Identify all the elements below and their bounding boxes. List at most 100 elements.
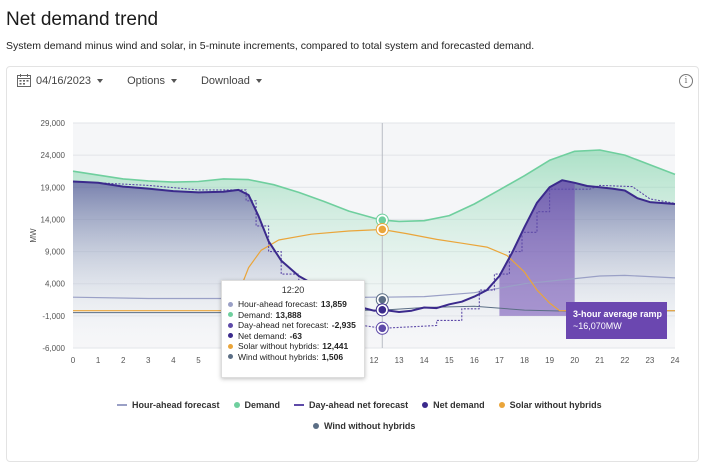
legend-swatch-icon bbox=[294, 404, 305, 406]
hover-marker-wind bbox=[378, 295, 387, 304]
net-demand-line bbox=[72, 179, 676, 313]
chevron-down-icon bbox=[170, 78, 177, 83]
tooltip-label: Hour-ahead forecast: bbox=[238, 299, 318, 310]
options-menu[interactable]: Options bbox=[127, 75, 177, 87]
solar-line bbox=[73, 228, 675, 312]
tooltip-value: 12,441 bbox=[322, 341, 349, 352]
day-ahead-net-forecast-line bbox=[72, 180, 676, 329]
legend-dot-icon bbox=[228, 354, 233, 360]
legend-label: Wind without hybrids bbox=[324, 421, 416, 431]
y-tick-label: 24,000 bbox=[41, 151, 66, 160]
y-tick-label: 14,000 bbox=[41, 215, 66, 224]
tooltip-row: Demand: 13,888 bbox=[222, 310, 364, 321]
ramp-band bbox=[499, 180, 575, 316]
tooltip-value: 13,859 bbox=[320, 299, 347, 310]
legend-label: Hour-ahead forecast bbox=[132, 400, 220, 410]
legend-swatch-icon bbox=[117, 404, 127, 406]
tooltip-label: Wind without hybrids: bbox=[238, 351, 319, 362]
legend-swatch-icon bbox=[313, 423, 319, 429]
x-tick-label: 20 bbox=[570, 356, 579, 365]
legend-label: Net demand bbox=[433, 400, 485, 410]
legend-label: Solar without hybrids bbox=[509, 400, 602, 410]
chart-toolbar: 04/16/2023 Options Download bbox=[17, 74, 286, 87]
date-picker[interactable]: 04/16/2023 bbox=[17, 74, 104, 87]
x-tick-label: 12 bbox=[370, 356, 379, 365]
y-axis-label: MW bbox=[29, 228, 38, 243]
x-tick-label: 14 bbox=[420, 356, 429, 365]
hover-tooltip: 12:20 Hour-ahead forecast: 13,859 Demand: 1… bbox=[221, 280, 365, 378]
legend-dot-icon bbox=[228, 343, 233, 349]
info-icon[interactable]: i bbox=[679, 74, 693, 88]
legend-swatch-icon bbox=[422, 402, 429, 408]
hover-marker-demand bbox=[378, 216, 387, 224]
x-tick-label: 15 bbox=[445, 356, 454, 365]
legend-item-wind[interactable]: Wind without hybrids bbox=[313, 421, 415, 431]
legend-dot-icon bbox=[228, 333, 233, 339]
tooltip-value: 1,506 bbox=[321, 351, 344, 362]
x-tick-label: 5 bbox=[196, 356, 201, 365]
x-tick-label: 16 bbox=[470, 356, 479, 365]
x-tick-label: 3 bbox=[146, 356, 151, 365]
ramp-annotation: 3-hour average ramp ~16,070MW bbox=[566, 302, 667, 339]
chevron-down-icon bbox=[255, 78, 262, 83]
x-tick-label: 13 bbox=[395, 356, 404, 365]
tooltip-value: 13,888 bbox=[275, 309, 302, 320]
x-tick-label: 4 bbox=[171, 356, 176, 365]
x-tick-label: 17 bbox=[495, 356, 504, 365]
y-tick-label: 9,000 bbox=[45, 248, 66, 257]
tooltip-row: Wind without hybrids: 1,506 bbox=[222, 352, 364, 363]
legend-item-net_demand[interactable]: Net demand bbox=[422, 400, 485, 410]
x-tick-label: 0 bbox=[71, 356, 76, 365]
tooltip-row: Hour-ahead forecast: 13,859 bbox=[222, 299, 364, 310]
hover-marker-net_demand bbox=[378, 306, 387, 314]
page-subtitle: System demand minus wind and solar, in 5… bbox=[6, 40, 535, 52]
y-tick-label: 29,000 bbox=[41, 119, 66, 128]
ramp-value: ~16,070MW bbox=[573, 321, 622, 331]
tooltip-label: Net demand: bbox=[238, 330, 287, 341]
legend-label: Demand bbox=[244, 400, 281, 410]
legend-label: Day-ahead net forecast bbox=[309, 400, 409, 410]
x-tick-label: 22 bbox=[620, 356, 629, 365]
download-label: Download bbox=[200, 74, 250, 87]
tooltip-row: Net demand: -63 bbox=[222, 331, 364, 342]
hover-marker-day_ahead_net bbox=[378, 324, 387, 333]
chart-legend: Hour-ahead forecast Demand Day-ahead net f… bbox=[110, 400, 609, 410]
legend-dot-icon bbox=[228, 312, 233, 318]
calendar-icon bbox=[17, 74, 31, 87]
legend-item-hour_ahead[interactable]: Hour-ahead forecast bbox=[117, 400, 220, 410]
x-tick-label: 2 bbox=[121, 356, 126, 365]
legend-swatch-icon bbox=[498, 402, 505, 408]
y-tick-label: 4,000 bbox=[45, 280, 66, 289]
legend-item-solar[interactable]: Solar without hybrids bbox=[498, 400, 602, 410]
chart-legend-row2: Wind without hybrids bbox=[306, 421, 422, 431]
tooltip-label: Demand: bbox=[238, 309, 273, 320]
x-tick-label: 23 bbox=[645, 356, 654, 365]
download-menu[interactable]: Download bbox=[201, 75, 262, 87]
tooltip-row: Solar without hybrids: 12,441 bbox=[222, 341, 364, 352]
legend-dot-icon bbox=[228, 322, 233, 328]
x-tick-label: 1 bbox=[96, 356, 101, 365]
y-tick-label: -1,000 bbox=[42, 312, 65, 321]
tooltip-label: Day-ahead net forecast: bbox=[238, 320, 329, 331]
chevron-down-icon bbox=[97, 78, 104, 83]
page-title: Net demand trend bbox=[6, 9, 159, 30]
tooltip-value: -2,935 bbox=[331, 320, 356, 331]
tooltip-value: -63 bbox=[289, 330, 302, 341]
y-tick-label: -6,000 bbox=[42, 344, 65, 353]
tooltip-time: 12:20 bbox=[281, 285, 305, 295]
hover-marker-solar bbox=[378, 225, 387, 234]
tooltip-label: Solar without hybrids: bbox=[238, 341, 320, 352]
x-tick-label: 19 bbox=[545, 356, 554, 365]
x-tick-label: 18 bbox=[520, 356, 529, 365]
tooltip-row: Day-ahead net forecast: -2,935 bbox=[222, 320, 364, 331]
ramp-label: 3-hour average ramp bbox=[573, 309, 663, 319]
legend-swatch-icon bbox=[233, 402, 240, 408]
y-tick-label: 19,000 bbox=[41, 183, 66, 192]
x-tick-label: 21 bbox=[595, 356, 604, 365]
options-label: Options bbox=[127, 74, 165, 87]
legend-item-demand[interactable]: Demand bbox=[233, 400, 281, 410]
legend-dot-icon bbox=[228, 301, 233, 307]
legend-item-day_ahead_net[interactable]: Day-ahead net forecast bbox=[294, 400, 408, 410]
date-value: 04/16/2023 bbox=[36, 74, 92, 87]
